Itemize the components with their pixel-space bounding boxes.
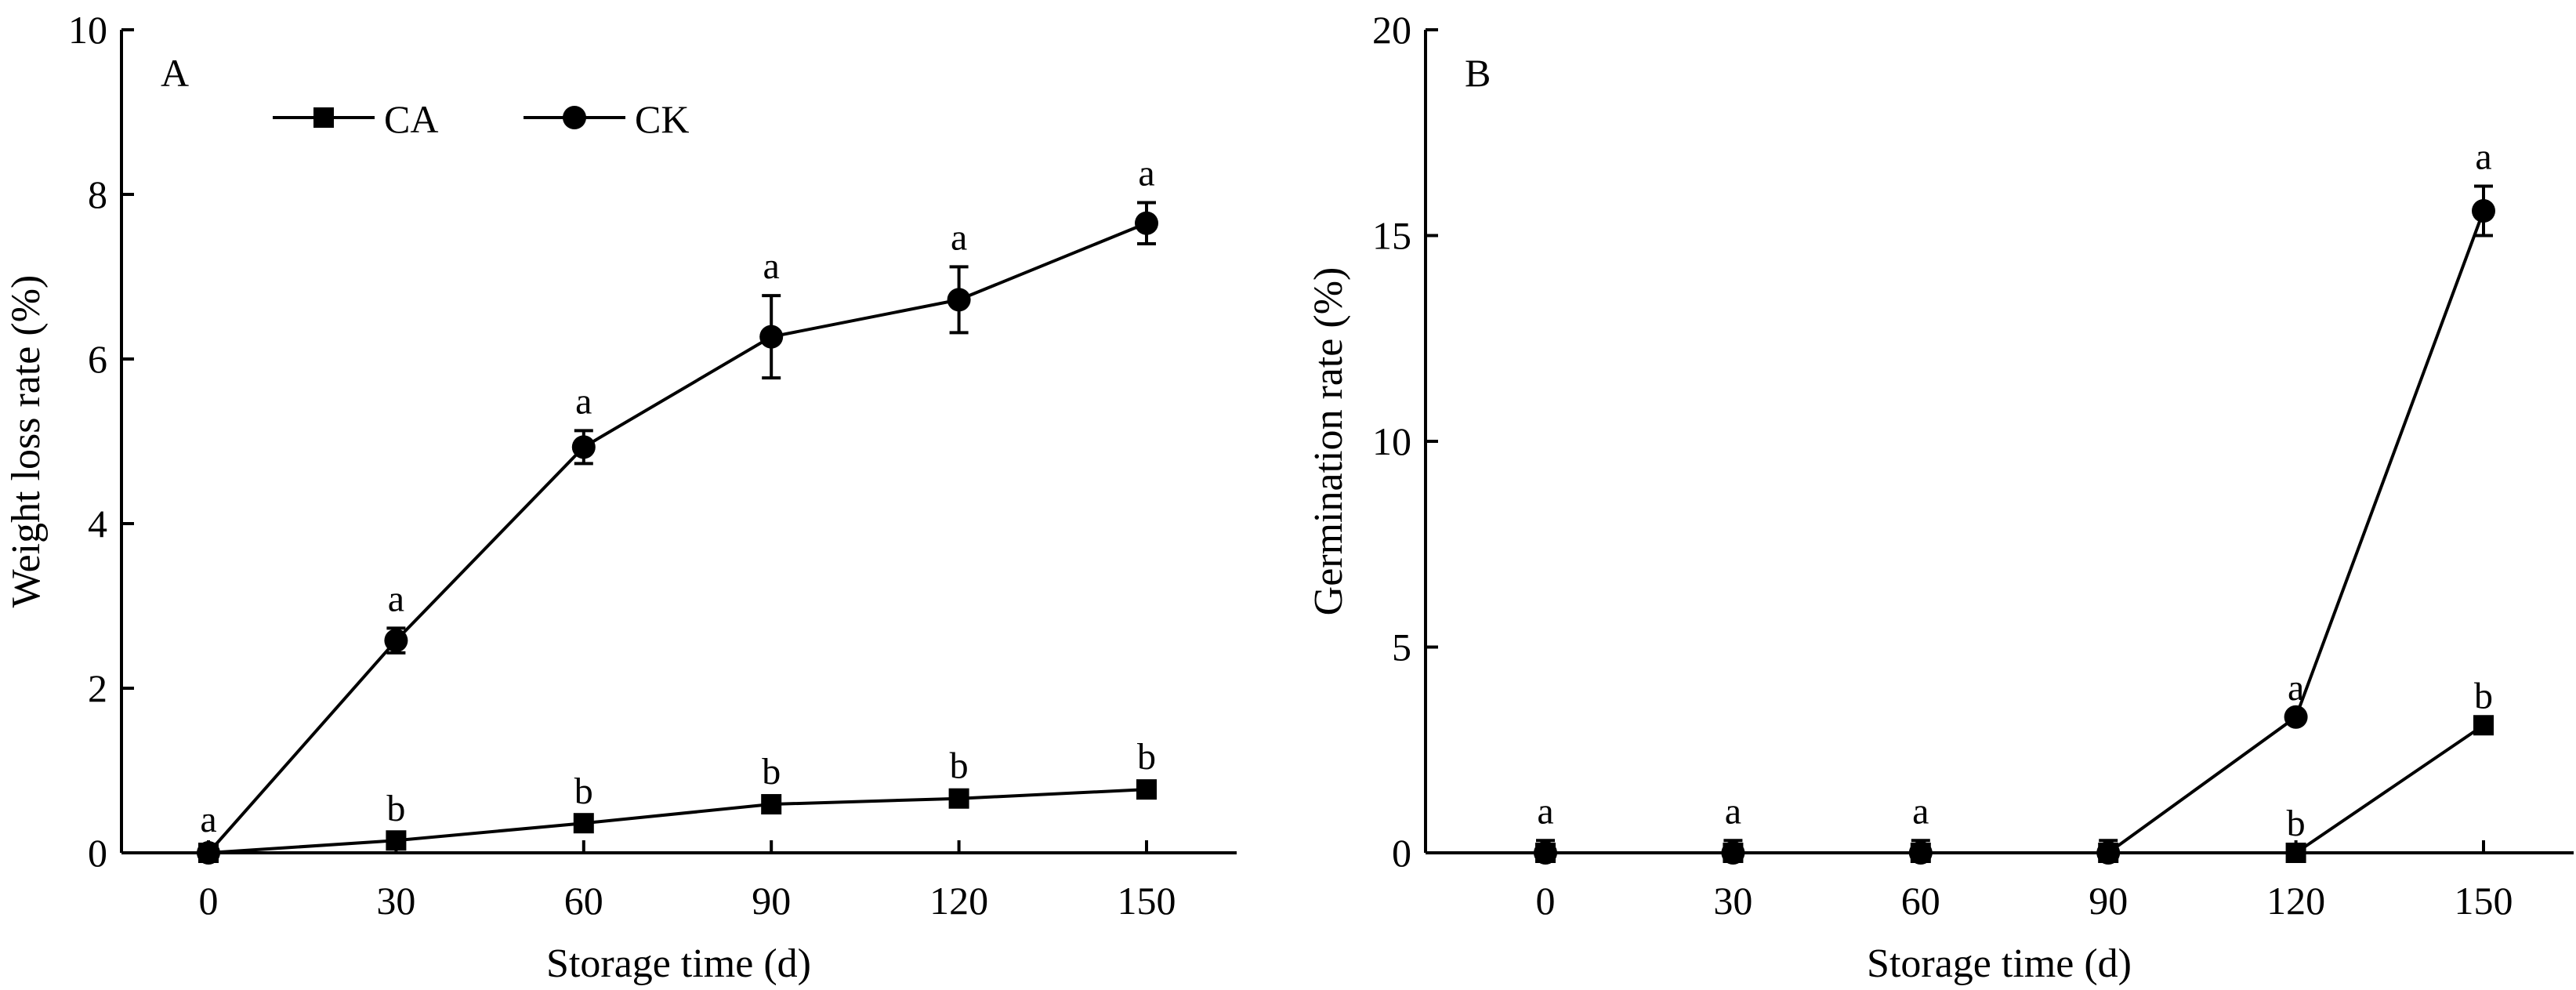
- x-tick-label: 30: [1713, 879, 1752, 923]
- data-point-circle: [2472, 199, 2495, 223]
- significance-letter: b: [386, 788, 405, 829]
- data-point-circle: [1908, 841, 1933, 865]
- significance-letter: b: [762, 751, 781, 792]
- y-tick-label: 15: [1372, 214, 1411, 258]
- significance-letter: b: [950, 745, 969, 787]
- series-ca: bb: [1535, 675, 2494, 863]
- x-tick-label: 120: [2266, 879, 2325, 923]
- y-tick-label: 4: [88, 502, 107, 546]
- x-tick-label: 150: [1118, 879, 1176, 923]
- x-tick-label: 90: [2089, 879, 2128, 923]
- significance-letter: a: [388, 578, 404, 619]
- significance-letter: b: [574, 771, 593, 812]
- y-tick-label: 6: [88, 337, 107, 381]
- data-point-circle: [947, 288, 971, 312]
- legend-label: CK: [635, 97, 689, 141]
- y-tick-label: 8: [88, 172, 107, 216]
- legend-marker-square: [313, 107, 334, 128]
- series-line: [2295, 723, 2485, 854]
- y-tick-label: 5: [1392, 626, 1411, 669]
- series-ck: a a a a a a: [197, 153, 1158, 865]
- significance-letter: a: [951, 216, 967, 258]
- y-tick-label: 2: [88, 666, 107, 710]
- y-axis-title: Weight loss rate (%): [4, 275, 49, 608]
- x-tick-label: 60: [564, 879, 603, 923]
- series-ca: b b b b b: [198, 736, 1157, 863]
- significance-letter: a: [575, 380, 592, 422]
- x-tick-label: 0: [199, 879, 219, 923]
- data-point-circle: [384, 629, 408, 653]
- data-point-circle: [1721, 841, 1745, 865]
- y-tick-label: 0: [1392, 831, 1411, 875]
- data-point-square: [386, 830, 407, 851]
- x-tick-label: 0: [1536, 879, 1556, 923]
- x-tick-label: 90: [752, 879, 791, 923]
- significance-letter: a: [1725, 790, 1741, 832]
- significance-letter: b: [1137, 736, 1156, 778]
- legend-label: CA: [384, 97, 438, 141]
- y-axis-title: Germination rate (%): [1306, 267, 1351, 616]
- data-point-circle: [1534, 841, 1557, 865]
- panel-label: A: [161, 51, 189, 95]
- x-tick-label: 120: [929, 879, 988, 923]
- legend: CA CK: [273, 97, 689, 141]
- data-point-square: [948, 788, 969, 809]
- series-ck: a a a a a: [1534, 136, 2495, 865]
- y-tick-label: 10: [1372, 419, 1411, 463]
- data-point-circle: [759, 325, 784, 349]
- x-tick-label: 60: [1901, 879, 1940, 923]
- panel-label: B: [1465, 51, 1491, 95]
- data-point-square: [1136, 779, 1157, 800]
- series-line: [207, 221, 1147, 854]
- y-tick-label: 20: [1372, 8, 1411, 52]
- significance-letter: a: [200, 799, 216, 840]
- data-point-square: [2285, 843, 2306, 863]
- significance-letter: a: [763, 245, 780, 287]
- x-axis-title: Storage time (d): [1867, 941, 2132, 986]
- data-point-circle: [197, 841, 220, 865]
- y-tick-label: 0: [88, 831, 107, 875]
- x-tick-label: 30: [376, 879, 415, 923]
- data-point-circle: [571, 435, 596, 459]
- significance-letter: a: [1537, 790, 1553, 832]
- legend-marker-circle: [563, 106, 586, 129]
- panel-b: 0 5 10 15 20 0 30 60 90 120 150 Storage time (d) Ger…: [1306, 8, 2574, 986]
- data-point-square: [573, 813, 594, 834]
- y-tick-label: 10: [68, 8, 107, 52]
- significance-letter: a: [2475, 136, 2491, 178]
- data-point-square: [2473, 715, 2494, 736]
- significance-letter: a: [1138, 153, 1154, 194]
- significance-letter: a: [2288, 667, 2304, 709]
- significance-letter: b: [2287, 803, 2306, 844]
- data-point-square: [761, 794, 782, 815]
- x-axis-title: Storage time (d): [546, 941, 811, 986]
- panel-a: 0 2 4 6 8 10 0 30 60 90 120 150 Storage time (d) Weig…: [4, 8, 1237, 986]
- significance-letter: a: [1912, 790, 1929, 832]
- x-tick-label: 150: [2455, 879, 2513, 923]
- data-point-circle: [2096, 841, 2121, 865]
- significance-letter: b: [2474, 675, 2493, 716]
- series-line: [2107, 210, 2485, 854]
- data-point-circle: [2284, 705, 2308, 729]
- data-point-circle: [1135, 211, 1158, 235]
- series-line: [208, 788, 1147, 854]
